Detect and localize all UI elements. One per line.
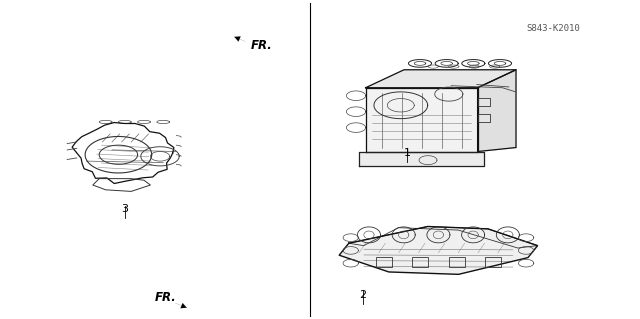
Polygon shape xyxy=(365,88,477,152)
Polygon shape xyxy=(365,70,516,88)
Text: 3: 3 xyxy=(122,204,128,214)
Polygon shape xyxy=(359,152,484,166)
Polygon shape xyxy=(477,70,516,152)
Polygon shape xyxy=(339,226,538,274)
Polygon shape xyxy=(477,98,490,106)
Bar xyxy=(485,257,501,267)
Bar xyxy=(376,257,392,267)
Text: 1: 1 xyxy=(404,148,410,158)
Bar xyxy=(449,257,465,267)
Polygon shape xyxy=(477,114,490,122)
Text: FR.: FR. xyxy=(155,291,177,304)
Text: 2: 2 xyxy=(359,290,367,300)
Text: S843-K2010: S843-K2010 xyxy=(527,24,580,33)
Text: FR.: FR. xyxy=(251,39,273,52)
Bar xyxy=(412,257,428,267)
